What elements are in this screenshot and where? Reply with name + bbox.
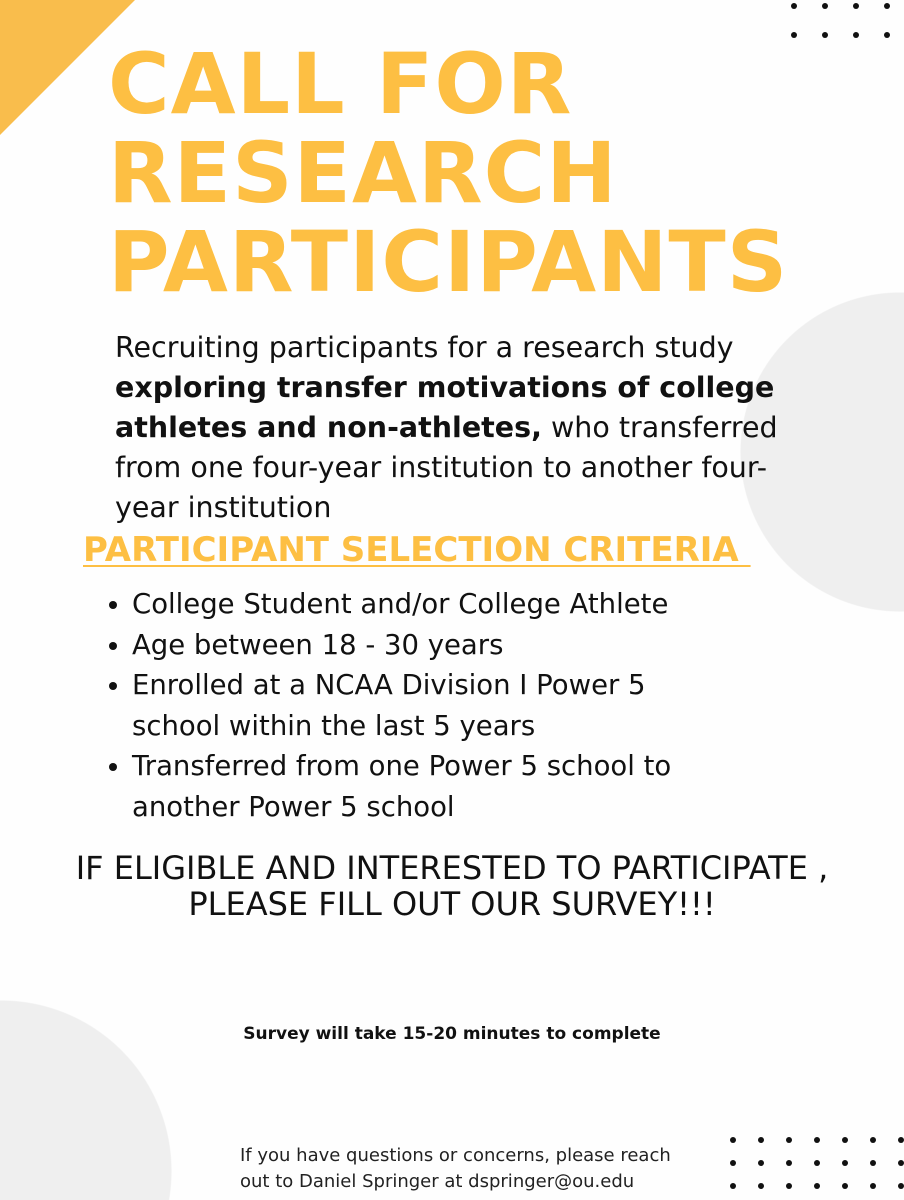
cta-line: IF ELIGIBLE AND INTERESTED TO PARTICIPAT…	[75, 849, 829, 887]
intro-rest: who transferred from one four-year insti…	[115, 411, 778, 524]
dot	[730, 1137, 736, 1143]
dot	[786, 1160, 792, 1166]
dot	[842, 1160, 848, 1166]
dot	[853, 32, 859, 38]
criteria-item: College Student and/or College Athlete	[132, 584, 732, 625]
dot	[814, 1183, 820, 1189]
intro-bold: exploring transfer motivations of colleg…	[115, 371, 775, 444]
dot	[791, 3, 797, 9]
dot-grid-decoration	[730, 1137, 904, 1189]
dot	[822, 3, 828, 9]
dot	[884, 3, 890, 9]
dot	[758, 1137, 764, 1143]
dot	[786, 1183, 792, 1189]
dot	[791, 32, 797, 38]
dot	[870, 1183, 876, 1189]
dot	[730, 1183, 736, 1189]
intro-lead: Recruiting participants for a research s…	[115, 331, 734, 364]
dot	[842, 1137, 848, 1143]
survey-time-note: Survey will take 15-20 minutes to comple…	[243, 1024, 661, 1044]
dot	[842, 1183, 848, 1189]
contact-line: out to Daniel Springer at dspringer@ou.e…	[240, 1171, 635, 1192]
criteria-list: College Student and/or College Athlete A…	[104, 584, 732, 827]
call-to-action: IF ELIGIBLE AND INTERESTED TO PARTICIPAT…	[0, 850, 904, 922]
circle-decoration	[740, 292, 904, 612]
dot	[898, 1183, 904, 1189]
criteria-item: Enrolled at a NCAA Division I Power 5 sc…	[132, 665, 732, 746]
dot	[814, 1137, 820, 1143]
title-line: PARTICIPANTS	[108, 213, 789, 311]
title-line: CALL FOR	[108, 35, 573, 133]
circle-decoration	[0, 1000, 172, 1200]
cta-line: PLEASE FILL OUT OUR SURVEY!!!	[188, 885, 716, 923]
dot	[814, 1160, 820, 1166]
dot	[786, 1137, 792, 1143]
contact-line: If you have questions or concerns, pleas…	[240, 1145, 671, 1166]
dot	[853, 3, 859, 9]
criteria-item: Transferred from one Power 5 school to a…	[132, 746, 732, 827]
dot	[898, 1160, 904, 1166]
corner-triangle-decoration	[0, 0, 135, 135]
criteria-item: Age between 18 - 30 years	[132, 625, 732, 666]
title-line: RESEARCH	[108, 124, 618, 222]
contact-info: If you have questions or concerns, pleas…	[240, 1143, 671, 1195]
dot-grid-decoration	[791, 3, 890, 38]
dot	[870, 1137, 876, 1143]
dot	[884, 32, 890, 38]
dot	[758, 1160, 764, 1166]
dot	[730, 1160, 736, 1166]
criteria-heading: PARTICIPANT SELECTION CRITERIA	[83, 530, 751, 570]
dot	[822, 32, 828, 38]
dot	[758, 1183, 764, 1189]
dot	[898, 1137, 904, 1143]
study-description: Recruiting participants for a research s…	[115, 328, 795, 528]
dot	[870, 1160, 876, 1166]
page-title: CALL FOR RESEARCH PARTICIPANTS	[108, 40, 788, 307]
